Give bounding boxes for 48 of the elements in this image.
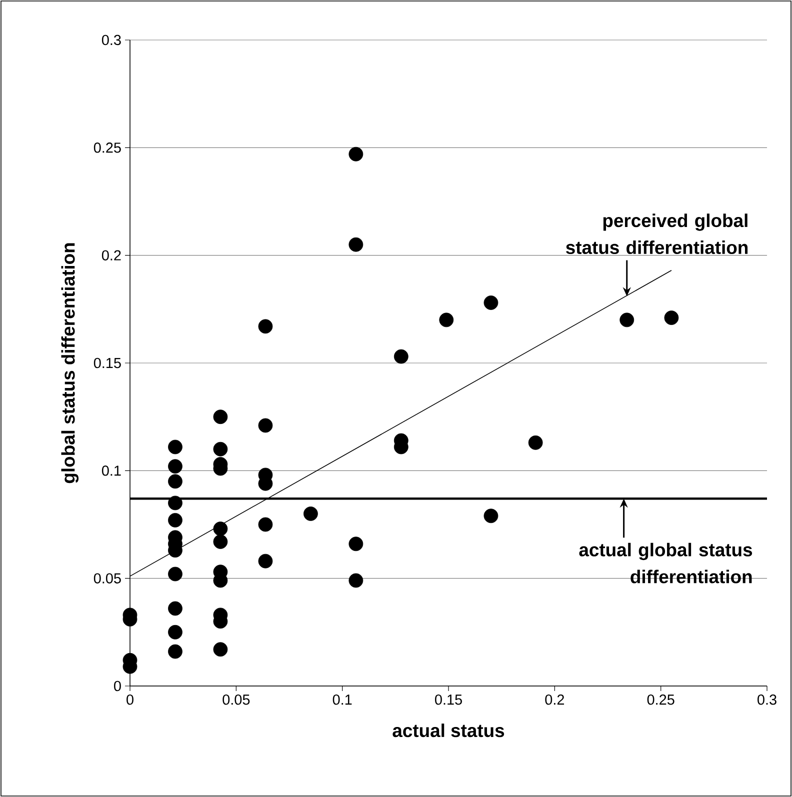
point [348, 146, 364, 162]
x-tick-label: 0.2 [545, 694, 564, 705]
point [213, 642, 228, 657]
point [258, 418, 273, 433]
point [348, 536, 364, 552]
y-axis-title: global status differentiation [61, 243, 79, 484]
point [620, 312, 634, 328]
x-tick-label: 0 [126, 694, 134, 705]
point [394, 349, 408, 364]
point [168, 440, 182, 454]
point [168, 459, 182, 474]
annotation: perceived global status differentiation [566, 214, 748, 254]
x-tick-label: 0.1 [332, 694, 352, 705]
point [168, 601, 182, 616]
point [484, 296, 498, 310]
point [348, 237, 364, 252]
x-tick-label: 0.15 [435, 694, 462, 705]
point [258, 319, 273, 334]
point [213, 522, 228, 536]
point [484, 508, 498, 524]
legend-label: actual global status differentiation [579, 542, 752, 584]
point [168, 624, 182, 640]
x-tick-label: 0.3 [758, 694, 776, 705]
point [439, 312, 454, 328]
point [168, 474, 182, 489]
y-tick-label: 0.3 [102, 34, 121, 46]
y-tick-label: 0.2 [102, 250, 121, 260]
point [258, 517, 273, 532]
y-tick-label: 0.05 [94, 573, 121, 584]
point [168, 644, 182, 659]
x-tick-label: 0.05 [222, 694, 250, 705]
point [213, 534, 228, 549]
x-axis-title: actual status [392, 724, 504, 738]
point [213, 442, 228, 456]
y-tick-label: 0 [114, 680, 121, 692]
point [258, 554, 273, 568]
x-tick-label: 0.25 [647, 694, 674, 705]
point [168, 496, 182, 510]
point [168, 566, 182, 582]
point [664, 310, 679, 325]
y-tick-label: 0.15 [94, 358, 121, 368]
y-tick-label: 0.1 [102, 466, 121, 476]
point [528, 435, 543, 450]
point [168, 512, 182, 528]
point [303, 506, 318, 521]
y-tick-label: 0.25 [94, 142, 121, 153]
point [348, 573, 364, 588]
point [213, 410, 228, 424]
